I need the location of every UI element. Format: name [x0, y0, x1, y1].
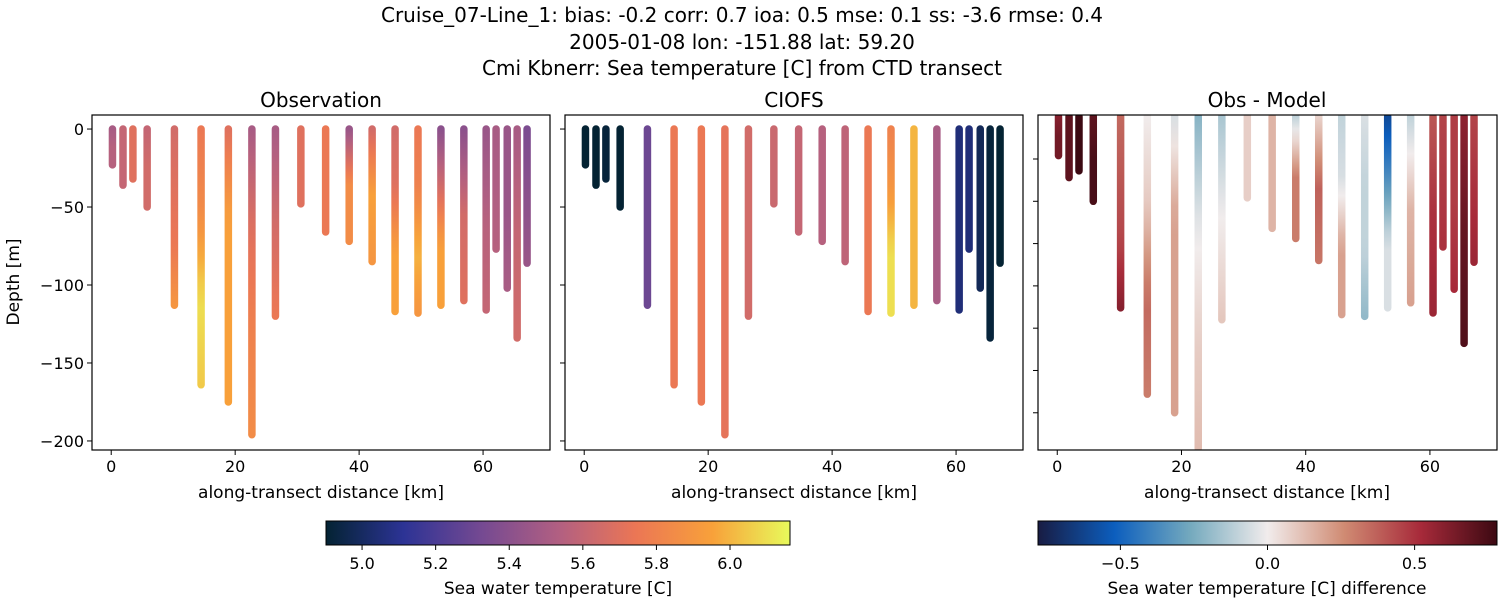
colorbar-tick-label: 0.0	[1255, 554, 1280, 573]
ytick-label: −100	[40, 276, 84, 295]
xtick-label: 60	[1420, 457, 1440, 476]
colorbar-difference-label: Sea water temperature [C] difference	[1107, 579, 1426, 599]
xtick-label: 40	[349, 457, 369, 476]
xtick-label: 0	[1052, 457, 1062, 476]
colorbar-tick-label: −0.5	[1101, 554, 1140, 573]
panel-title-ciofs: CIOFS	[764, 88, 823, 112]
panel-title-diff: Obs - Model	[1208, 88, 1327, 112]
xtick-label: 60	[473, 457, 493, 476]
casts-obs	[108, 125, 531, 439]
colorbar-temperature-label: Sea water temperature [C]	[444, 579, 672, 599]
suptitle-line-3: Cmi Kbnerr: Sea temperature [C] from CTD…	[482, 56, 1002, 80]
colorbar-tick-label: 6.0	[717, 554, 742, 573]
casts-model	[581, 125, 1004, 439]
xtick-label: 20	[698, 457, 718, 476]
xlabel-diff: along-transect distance [km]	[1144, 483, 1390, 503]
colorbar-tick-label: 0.5	[1402, 554, 1427, 573]
panel-title-observation: Observation	[260, 88, 382, 112]
xlabel-observation: along-transect distance [km]	[198, 483, 444, 503]
casts-diff	[1054, 115, 1478, 450]
ytick-label: −200	[40, 432, 84, 451]
suptitle-line-2: 2005-01-08 lon: -151.88 lat: 59.20	[569, 30, 915, 54]
xtick-label: 20	[1171, 457, 1191, 476]
colorbar-difference	[1037, 520, 1498, 546]
ytick-label: 0	[74, 120, 84, 139]
xtick-label: 40	[1296, 457, 1316, 476]
colorbar-tick-label: 5.4	[497, 554, 522, 573]
xtick-label: 20	[225, 457, 245, 476]
axes-frame-obs	[91, 114, 551, 451]
ylabel-depth: Depth [m]	[4, 238, 24, 325]
suptitle-line-1: Cruise_07-Line_1: bias: -0.2 corr: 0.7 i…	[381, 3, 1103, 27]
axes-frame-diff	[1037, 114, 1498, 451]
colorbar-tick-label: 5.2	[423, 554, 448, 573]
ytick-label: −150	[40, 354, 84, 373]
xtick-label: 0	[579, 457, 589, 476]
axes-frame-model	[564, 114, 1024, 451]
xtick-label: 60	[946, 457, 966, 476]
colorbar-tick-label: 5.8	[644, 554, 669, 573]
colorbar-tick-label: 5.0	[349, 554, 374, 573]
xlabel-ciofs: along-transect distance [km]	[671, 483, 917, 503]
colorbar-tick-label: 5.6	[570, 554, 595, 573]
ytick-label: −50	[50, 198, 84, 217]
colorbar-temperature	[325, 520, 791, 546]
xtick-label: 0	[106, 457, 116, 476]
xtick-label: 40	[822, 457, 842, 476]
